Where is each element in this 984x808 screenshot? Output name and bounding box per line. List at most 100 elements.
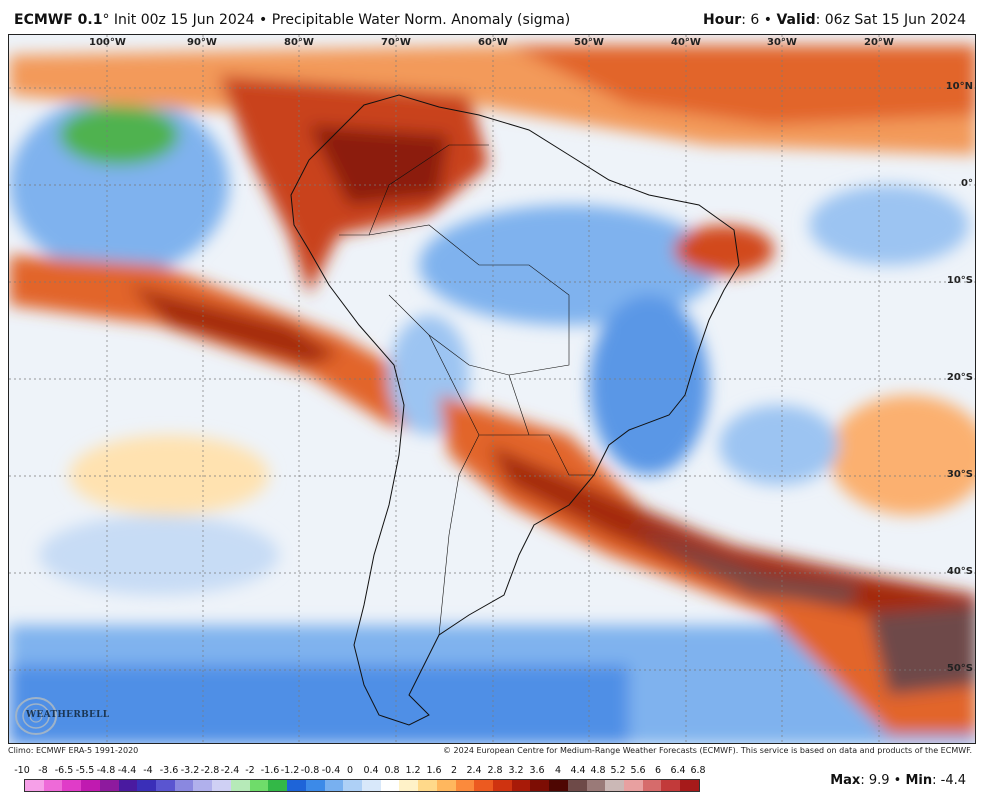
- lon-label-40w: 40°W: [671, 37, 701, 48]
- colorbar-swatch: [193, 780, 213, 791]
- colorbar-swatch: [268, 780, 288, 791]
- colorbar-label: 1.6: [426, 765, 442, 776]
- lat-label-20s: 20°S: [946, 372, 973, 383]
- colorbar-label: -3.2: [180, 765, 200, 776]
- max-value: : 9.9 •: [860, 773, 906, 788]
- lon-label-50w: 50°W: [574, 37, 604, 48]
- lon-label-90w: 90°W: [187, 37, 217, 48]
- colorbar-label: 2: [450, 765, 458, 776]
- colorbar-swatch: [343, 780, 362, 791]
- map-field: [9, 35, 975, 743]
- colorbar-label: 6.4: [670, 765, 686, 776]
- lon-label-60w: 60°W: [478, 37, 508, 48]
- lat-label-50s: 50°S: [946, 663, 973, 674]
- south-america-coastline: [290, 94, 740, 726]
- colorbar-swatch: [361, 780, 381, 791]
- graticule: [9, 35, 975, 743]
- min-value: : -4.4: [932, 773, 966, 788]
- atlantic-deficit-south: [719, 405, 839, 485]
- lon-label-70w: 70°W: [381, 37, 411, 48]
- colorbar-label: 0.4: [363, 765, 379, 776]
- colorbar-swatch: [605, 780, 624, 791]
- degree-symbol: °: [102, 12, 110, 28]
- colorbar-label: -10: [14, 765, 30, 776]
- map-title: ECMWF 0.1° Init 00z 15 Jun 2024 • Precip…: [14, 12, 570, 28]
- colorbar-label: -1.2: [280, 765, 300, 776]
- colorbar-swatch: [118, 780, 138, 791]
- colorbar-swatch: [230, 780, 250, 791]
- colorbar-labels: -10 -8 -6.5 -5.5 -4.8 -4.4 -4 -3.6 -3.2 …: [8, 765, 708, 779]
- colorbar-label: -4.8: [96, 765, 116, 776]
- lat-label-30s: 30°S: [946, 469, 973, 480]
- colorbar-label: 2.4: [466, 765, 482, 776]
- colorbar-label: -1.6: [260, 765, 280, 776]
- colorbar-swatch: [399, 780, 419, 791]
- colorbar-label: -5.5: [75, 765, 95, 776]
- max-min-readout: Max: 9.9 • Min: -4.4: [830, 773, 966, 788]
- colorbar-label: -4: [143, 765, 153, 776]
- lat-label-10n: 10°N: [945, 81, 973, 92]
- pacific-moist-south: [69, 435, 269, 515]
- init-time: Init 00z 15 Jun 2024: [109, 12, 255, 28]
- colorbar-swatch: [25, 780, 44, 791]
- max-label: Max: [830, 773, 861, 788]
- atlantic-moist-patch: [829, 395, 975, 515]
- colorbar-swatch: [455, 780, 475, 791]
- colorbar-swatch: [43, 780, 63, 791]
- northeast-moist-spot: [674, 225, 774, 275]
- colorbar-swatch: [586, 780, 606, 791]
- logo-text: WEATHERBELL: [26, 710, 110, 720]
- colorbar-label: 3.2: [508, 765, 524, 776]
- valid-value: : 06z Sat 15 Jun 2024: [815, 12, 966, 28]
- colorbar-label: -0.8: [300, 765, 320, 776]
- colorbar-label: -0.4: [321, 765, 341, 776]
- colorbar-label: 0.8: [384, 765, 400, 776]
- colorbar-label: 0: [346, 765, 354, 776]
- colorbar-swatch: [511, 780, 531, 791]
- colorbar-swatch: [81, 780, 100, 791]
- colorbar-label: 2.8: [487, 765, 503, 776]
- colorbar-label: -2.8: [200, 765, 220, 776]
- colorbar-label: 1.2: [405, 765, 421, 776]
- colorbar-label: 4.4: [570, 765, 586, 776]
- anomaly-field: [9, 45, 975, 743]
- colorbar-label: 3.6: [529, 765, 545, 776]
- colorbar: [24, 779, 700, 792]
- southeast-moist-core: [489, 445, 975, 655]
- lat-label-40s: 40°S: [946, 566, 973, 577]
- pacific-green-spot: [59, 105, 179, 165]
- colorbar-swatch: [661, 780, 681, 791]
- pacific-diagonal-band: [9, 255, 449, 435]
- southern-deficit-core: [9, 665, 629, 743]
- colorbar-label: -6.5: [54, 765, 74, 776]
- colorbar-label: 5.6: [630, 765, 646, 776]
- colorbar-label: 5.2: [610, 765, 626, 776]
- colorbar-label: 4: [554, 765, 562, 776]
- colorbar-swatch: [324, 780, 344, 791]
- lon-label-20w: 20°W: [864, 37, 894, 48]
- product-name: Precipitable Water Norm. Anomaly (sigma): [271, 12, 571, 28]
- pacific-diagonal-core: [129, 285, 339, 365]
- colorbar-swatch: [530, 780, 550, 791]
- colorbar-swatch: [492, 780, 512, 791]
- colorbar-swatch: [249, 780, 269, 791]
- amazon-deficit: [419, 205, 719, 325]
- lon-label-100w: 100°W: [89, 37, 126, 48]
- logo-swirl-icon: [15, 697, 57, 735]
- southeast-extreme-tail: [869, 605, 975, 695]
- model-name: ECMWF 0.1: [14, 12, 103, 28]
- hour-label: Hour: [703, 12, 742, 28]
- colorbar-swatch: [567, 780, 587, 791]
- colorbar-label: -2: [245, 765, 255, 776]
- lat-label-10s: 10°S: [946, 275, 973, 286]
- title-separator: •: [254, 12, 272, 28]
- map-header: ECMWF 0.1° Init 00z 15 Jun 2024 • Precip…: [0, 0, 984, 34]
- lat-label-0: 0°: [961, 178, 973, 189]
- valid-label: Valid: [776, 12, 816, 28]
- colorbar-swatch: [305, 780, 325, 791]
- anomaly-map[interactable]: 100°W 90°W 80°W 70°W 60°W 50°W 40°W 30°W…: [8, 34, 976, 744]
- weatherbell-logo: WEATHERBELL: [12, 694, 109, 738]
- colorbar-label: -4.4: [117, 765, 137, 776]
- pacific-deficit-south: [39, 515, 279, 595]
- lon-label-30w: 30°W: [767, 37, 797, 48]
